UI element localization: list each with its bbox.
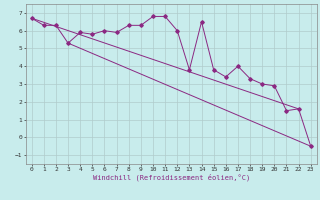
X-axis label: Windchill (Refroidissement éolien,°C): Windchill (Refroidissement éolien,°C): [92, 174, 250, 181]
